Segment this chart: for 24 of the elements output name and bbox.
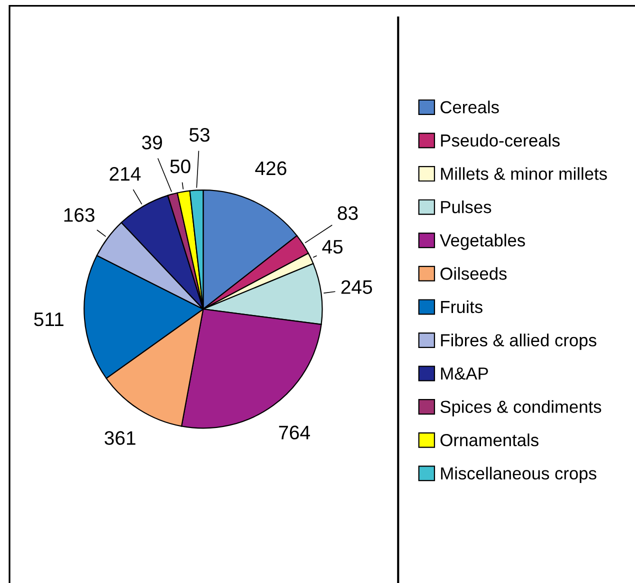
legend-label: Miscellaneous crops <box>441 466 596 483</box>
data-label: 39 <box>142 136 162 150</box>
legend-label: M&AP <box>441 368 488 380</box>
legend-label: Oilseeds <box>440 267 507 280</box>
data-label: 53 <box>189 128 210 142</box>
data-label: 764 <box>279 426 310 440</box>
legend-label: Vegetables <box>440 234 525 250</box>
legend-label: Millets & minor millets <box>441 167 607 180</box>
legend-label: Cereals <box>440 100 499 114</box>
data-label: 50 <box>170 160 190 174</box>
data-label: 163 <box>64 208 94 222</box>
legend-label: Spices & condiments <box>440 400 602 416</box>
legend-label: Ornamentals <box>440 434 538 446</box>
data-label: 83 <box>338 206 358 220</box>
legend-label: Fruits <box>441 300 482 314</box>
data-label: 511 <box>34 312 64 326</box>
legend-label: Pseudo-cereals <box>441 134 560 147</box>
data-label: 214 <box>110 166 141 181</box>
data-label: 245 <box>341 280 372 294</box>
data-label: 361 <box>104 431 136 445</box>
legend-label: Pulses <box>441 200 492 214</box>
legend-label: Fibres & allied crops <box>441 334 596 350</box>
data-label: 45 <box>322 240 343 254</box>
data-label: 426 <box>255 161 286 176</box>
